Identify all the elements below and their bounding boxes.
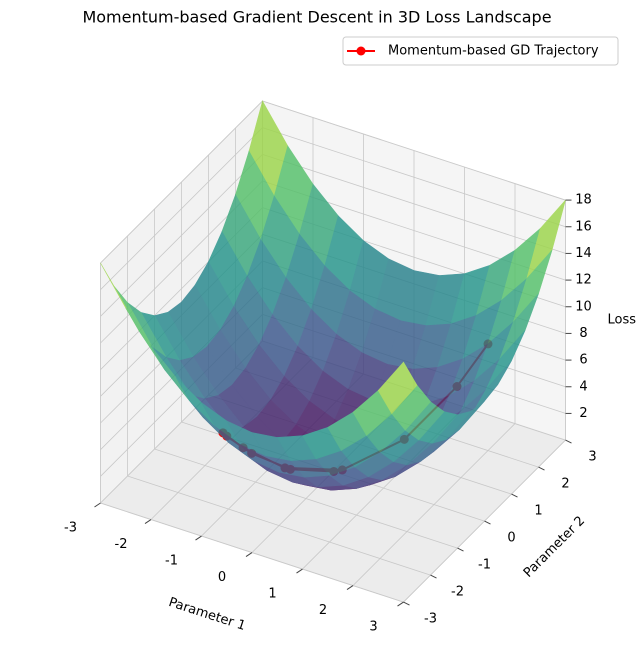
y-tick-label: -3 [424,612,437,627]
y-tick [565,439,572,444]
y-grid-line [127,475,431,576]
x-tick-label: 2 [319,603,327,618]
legend-box [342,36,619,66]
x-tick [296,568,303,574]
y-tick [511,493,518,498]
surface [100,100,566,491]
y-tick [403,601,410,606]
x-tick-label: 1 [268,587,276,602]
x-tick-label: -3 [64,521,77,536]
z-tick-label: 6 [579,353,587,368]
legend: Momentum-based GD Trajectory [342,36,619,66]
y-tick-label: 0 [507,531,515,546]
surface-patch [377,361,418,415]
y-tick-label: 1 [534,504,542,519]
y-tick-label: 3 [588,450,596,465]
y-grid-line [154,448,458,549]
y-axis-label: Parameter 2 [521,513,588,580]
z-tick-label: 10 [575,299,592,314]
y-tick-label: -1 [478,558,491,573]
y-tick-label: 2 [561,477,569,492]
x-tick [346,585,354,590]
x-tick [245,552,253,557]
z-tick-label: 2 [579,406,587,421]
x-tick-label: 0 [218,570,226,585]
z-tick-label: 18 [575,193,592,208]
x-tick-label: -2 [115,537,128,552]
x-tick [144,519,152,524]
z-tick-label: 4 [579,379,587,394]
z-grid-line [100,154,263,317]
x-tick [94,502,101,508]
x-axis-label: Parameter 1 [167,595,248,634]
x-tick [195,535,202,541]
legend-label: Momentum-based GD Trajectory [388,44,599,59]
x-tick-label: -1 [165,554,178,569]
y-tick-label: -2 [451,585,464,600]
z-grid-line [100,127,263,290]
z-grid-line [100,100,263,264]
z-grid-line [262,127,566,228]
z-grid-line [262,153,566,254]
y-tick [538,466,545,471]
y-tick [457,547,464,552]
z-tick-label: 8 [579,326,587,341]
legend-marker [356,46,366,56]
chart-title: Momentum-based Gradient Descent in 3D Lo… [82,8,551,27]
z-grid-line [262,100,566,201]
z-tick-label: 12 [575,273,592,288]
x-tick [397,601,404,607]
z-tick-label: 16 [575,219,592,234]
z-tick-label: 14 [575,246,592,261]
y-tick [484,520,491,525]
y-tick [430,574,437,579]
z-axis-label: Loss [608,313,637,328]
x-tick-label: 3 [369,620,377,635]
